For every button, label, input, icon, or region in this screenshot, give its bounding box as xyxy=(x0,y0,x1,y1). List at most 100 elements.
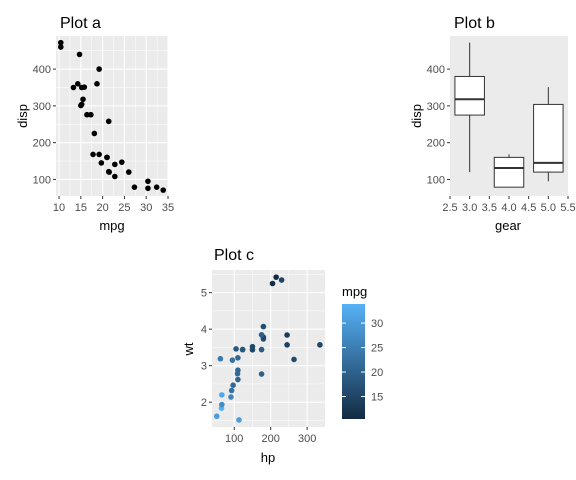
y-tick-label: 200 xyxy=(33,138,51,150)
plot-c-panel xyxy=(212,270,325,427)
x-tick-label: 30 xyxy=(140,202,152,214)
x-tick-label: 4.0 xyxy=(501,202,516,214)
scatter-point xyxy=(249,346,256,353)
scatter-point xyxy=(112,161,118,168)
scatter-point xyxy=(258,332,265,338)
scatter-point xyxy=(57,39,64,46)
plot-b-title: Plot b xyxy=(454,15,495,32)
x-tick-label: 100 xyxy=(225,433,243,445)
box-iqr xyxy=(454,75,485,116)
legend-colorbar xyxy=(342,304,365,419)
scatter-point xyxy=(258,371,265,377)
plot-b: Plot b 2.5 3.0 3.5 4.0 4.5 5.0 5.5 100 200 300 40… xyxy=(409,15,576,233)
plot-b-x-label: gear xyxy=(495,218,522,233)
scatter-point xyxy=(219,401,225,408)
scatter-point xyxy=(269,280,276,287)
scatter-point xyxy=(230,382,236,388)
plot-a-title: Plot a xyxy=(60,15,101,32)
plot-a-y-ticks: 100 200 300 400 xyxy=(33,64,56,186)
box-iqr xyxy=(533,103,564,173)
scatter-point xyxy=(217,355,224,362)
scatter-point xyxy=(57,44,64,50)
scatter-point xyxy=(98,160,105,166)
box-iqr xyxy=(493,156,525,188)
plot-c-x-label: hp xyxy=(261,450,275,465)
scatter-point xyxy=(219,392,225,398)
scatter-point xyxy=(131,184,138,190)
scatter-point xyxy=(81,84,88,90)
scatter-point xyxy=(278,277,285,283)
scatter-point xyxy=(273,274,279,280)
x-tick-label: 5.5 xyxy=(560,202,575,214)
scatter-point xyxy=(74,81,81,87)
scatter-point xyxy=(284,332,290,338)
x-tick-label: 2.5 xyxy=(442,202,457,214)
scatter-point xyxy=(234,370,241,377)
plot-a-panel xyxy=(56,36,168,196)
legend-ticks: 15 20 25 30 xyxy=(342,318,383,403)
scatter-point xyxy=(80,96,86,103)
boxplot-gear-5 xyxy=(533,87,564,182)
scatter-point xyxy=(88,111,94,118)
plot-a-y-label: disp xyxy=(15,104,30,128)
y-tick-label: 100 xyxy=(33,174,51,186)
scatter-point xyxy=(229,357,236,363)
scatter-point xyxy=(233,346,239,352)
scatter-point xyxy=(96,66,102,72)
plot-a-gridlines xyxy=(56,36,169,196)
scatter-point xyxy=(258,346,265,353)
scatter-point xyxy=(317,342,323,348)
scatter-point xyxy=(76,51,83,58)
x-tick-label: 25 xyxy=(118,202,130,214)
legend-tick-label: 15 xyxy=(371,391,383,403)
scatter-point xyxy=(239,346,246,353)
scatter-point xyxy=(94,81,100,87)
scatter-point xyxy=(90,151,96,158)
scatter-point xyxy=(153,184,160,190)
scatter-point xyxy=(125,169,132,175)
x-tick-label: 3.0 xyxy=(462,202,477,214)
scatter-point xyxy=(84,111,90,118)
y-tick-label: 3 xyxy=(201,361,207,373)
plot-c-y-ticks: 2 3 4 5 xyxy=(201,288,212,409)
x-tick-label: 15 xyxy=(75,202,87,214)
scatter-point xyxy=(112,173,118,180)
x-tick-label: 10 xyxy=(53,202,65,214)
plot-c-points xyxy=(213,274,323,423)
scatter-point xyxy=(70,84,77,91)
y-tick-label: 5 xyxy=(201,288,207,300)
x-tick-label: 20 xyxy=(97,202,109,214)
scatter-point xyxy=(105,118,112,125)
plot-b-x-ticks: 2.5 3.0 3.5 4.0 4.5 5.0 5.5 xyxy=(442,196,576,214)
scatter-point xyxy=(145,178,151,185)
plot-a-points xyxy=(57,39,167,193)
plot-b-y-label: disp xyxy=(409,104,424,128)
y-tick-label: 400 xyxy=(33,64,51,76)
scatter-point xyxy=(260,323,267,330)
plot-c-legend: mpg 15 20 25 30 xyxy=(342,284,383,419)
y-tick-label: 400 xyxy=(427,64,445,76)
y-tick-label: 200 xyxy=(427,138,445,150)
scatter-point xyxy=(228,394,234,400)
scatter-point xyxy=(291,356,297,363)
plot-c-title: Plot c xyxy=(214,247,254,264)
legend-tick-label: 25 xyxy=(371,343,383,355)
x-tick-label: 300 xyxy=(298,433,316,445)
plot-b-y-ticks: 100 200 300 400 xyxy=(427,64,450,186)
plot-a-x-ticks: 10 15 20 25 30 35 xyxy=(53,196,174,214)
scatter-point xyxy=(236,417,242,423)
y-tick-label: 300 xyxy=(33,101,51,113)
x-tick-label: 35 xyxy=(162,202,174,214)
y-tick-label: 4 xyxy=(201,324,207,336)
plot-a-x-label: mpg xyxy=(99,218,124,233)
x-tick-label: 3.5 xyxy=(482,202,497,214)
scatter-point xyxy=(96,151,102,158)
scatter-point xyxy=(213,413,220,420)
x-tick-label: 4.5 xyxy=(521,202,536,214)
boxplot-gear-4 xyxy=(493,154,525,188)
scatter-point xyxy=(104,154,110,161)
scatter-point xyxy=(119,159,125,165)
scatter-point xyxy=(284,342,290,348)
scatter-point xyxy=(228,387,235,394)
